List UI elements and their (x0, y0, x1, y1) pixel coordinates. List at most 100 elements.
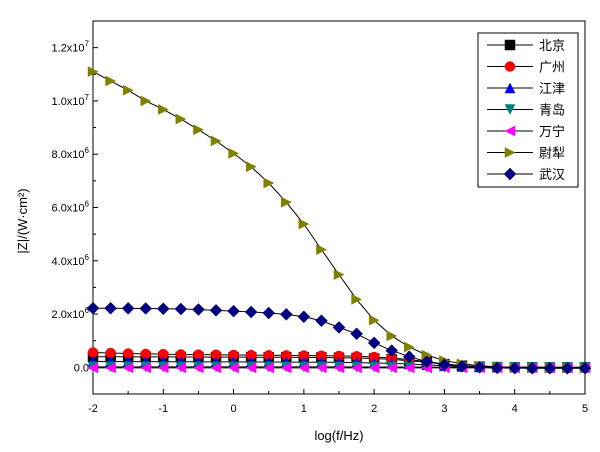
data-point (156, 302, 170, 316)
legend-item: 北京 (487, 39, 565, 54)
data-point (473, 360, 486, 374)
legend-item: 武汉 (487, 167, 565, 183)
data-point (104, 301, 117, 315)
data-point (158, 104, 169, 115)
data-point (315, 362, 327, 374)
legend-label: 北京 (539, 39, 565, 54)
legend-marker (504, 104, 516, 116)
data-point (386, 330, 398, 342)
data-point (402, 350, 416, 364)
legend-item: 尉犁 (487, 147, 565, 162)
data-point (404, 341, 415, 353)
data-point (139, 302, 153, 315)
x-tick-label: 2 (371, 403, 377, 415)
legend-label: 青岛 (539, 103, 565, 119)
data-point (315, 314, 328, 328)
x-axis-label: log(f/Hz) (314, 428, 363, 443)
legend-item: 广州 (487, 61, 565, 76)
data-point (105, 75, 117, 87)
y-tick-label: 6.0x106 (52, 200, 90, 215)
data-point (210, 362, 222, 374)
data-point (244, 305, 258, 319)
legend-marker (504, 125, 516, 137)
y-tick-label: 0.0 (74, 362, 89, 374)
data-point (350, 327, 363, 341)
data-point (245, 362, 257, 374)
data-point (122, 84, 134, 96)
legend-label: 尉犁 (539, 147, 565, 162)
data-point (192, 362, 204, 374)
data-point (122, 362, 134, 374)
data-point (262, 306, 276, 320)
legend-item: 万宁 (487, 124, 565, 140)
data-point (332, 321, 346, 334)
data-point (351, 294, 363, 305)
y-tick-label: 2.0x106 (52, 306, 90, 321)
legend-label: 广州 (539, 61, 565, 76)
data-point (455, 359, 469, 373)
data-point (228, 148, 240, 159)
legend-item: 青岛 (487, 103, 565, 119)
y-tick-label: 4.0x106 (52, 253, 90, 268)
y-axis-label: |Z|/(W·cm²) (15, 188, 30, 253)
data-point (403, 362, 415, 374)
x-tick-label: -1 (158, 403, 168, 415)
data-point (263, 177, 275, 189)
data-point (227, 304, 240, 318)
legend-marker (504, 82, 516, 94)
data-point (174, 302, 188, 316)
data-point (157, 362, 169, 374)
data-point (297, 310, 311, 324)
data-point (368, 314, 380, 326)
data-point (561, 361, 574, 375)
data-point (209, 303, 223, 317)
plot-area (86, 66, 592, 375)
data-point (298, 362, 310, 374)
x-tick-label: 5 (582, 403, 588, 415)
data-point (228, 362, 239, 374)
legend-marker (503, 167, 517, 181)
legend-label: 武汉 (539, 168, 565, 183)
legend-item: 江津 (487, 82, 565, 97)
y-tick-label: 1.0x107 (52, 93, 90, 108)
data-point (525, 361, 539, 375)
y-tick-label: 8.0x106 (52, 146, 90, 161)
x-axis: -2 -1 0 1 2 3 4 5 (88, 389, 588, 415)
x-tick-label: 4 (512, 403, 518, 415)
data-point (367, 336, 381, 350)
data-point (333, 362, 345, 374)
data-point (420, 355, 434, 369)
data-point (140, 95, 152, 107)
data-point (316, 244, 327, 256)
data-point (86, 301, 100, 315)
x-tick-label: -2 (88, 403, 98, 415)
x-tick-label: 0 (231, 403, 237, 415)
data-point (245, 161, 257, 173)
data-point (105, 362, 116, 374)
series-武汉 (86, 301, 592, 375)
data-point (263, 362, 274, 374)
legend-label: 万宁 (539, 124, 565, 140)
data-point (386, 362, 397, 374)
data-point (385, 344, 399, 357)
data-point (279, 307, 293, 321)
legend-marker (504, 39, 516, 51)
data-point (193, 124, 204, 136)
data-point (351, 362, 362, 374)
data-point (490, 361, 504, 375)
data-point (87, 362, 99, 374)
data-point (508, 361, 522, 375)
data-point (175, 113, 187, 125)
data-point (140, 362, 151, 374)
data-point (210, 135, 222, 147)
legend-marker (504, 147, 516, 158)
data-point (298, 218, 310, 230)
legend-label: 江津 (539, 82, 565, 97)
y-axis: 0.0 2.0x106 4.0x106 6.0x106 8.0x106 1.0x107 1.… (52, 40, 98, 374)
x-tick-label: 1 (301, 403, 307, 415)
legend-marker (504, 61, 516, 72)
data-point (368, 362, 380, 374)
data-point (280, 362, 292, 374)
